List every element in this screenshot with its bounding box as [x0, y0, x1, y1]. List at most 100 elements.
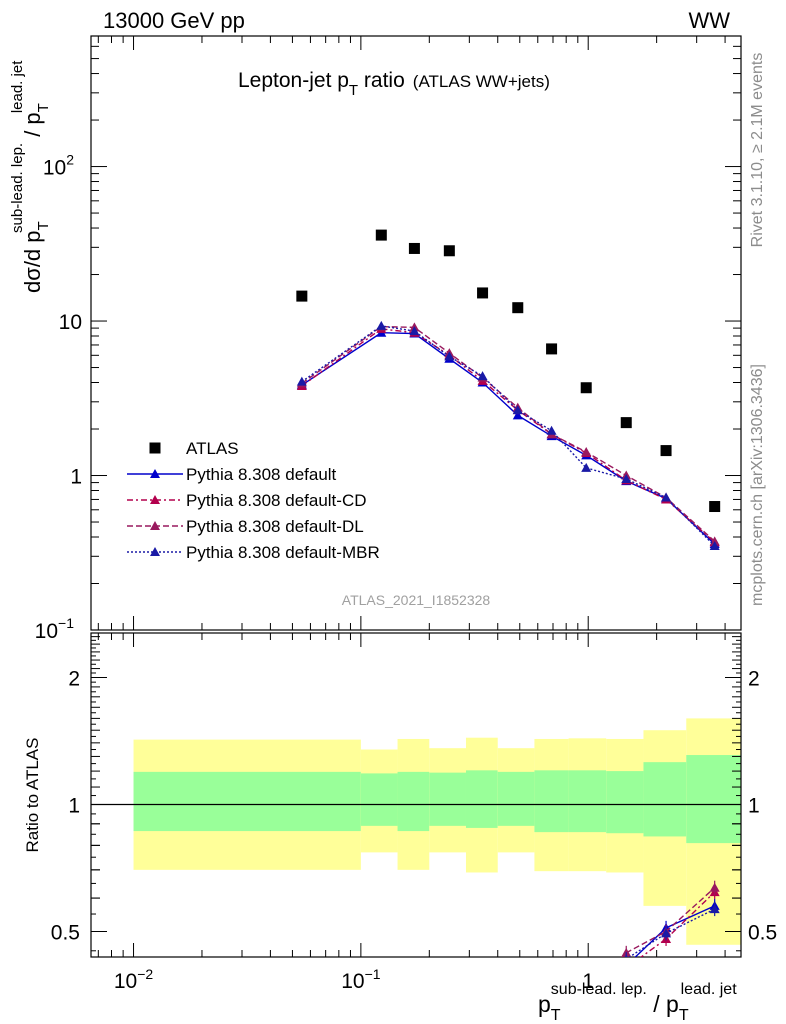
ratio-line	[640, 891, 716, 957]
ratio-mbr	[601, 902, 720, 1024]
ratio-panel-frame	[90, 632, 742, 958]
triangle-marker	[150, 521, 160, 530]
triangle-marker	[150, 547, 160, 556]
legend-label: Pythia 8.308 default-DL	[186, 517, 364, 536]
energy-label: 13000 GeV pp	[103, 8, 245, 33]
x-tick-label: 10−2	[114, 966, 154, 993]
band-inner-segment	[465, 770, 498, 828]
triangle-marker	[376, 320, 387, 330]
triangle-marker	[601, 1020, 611, 1024]
triangle-marker	[296, 376, 307, 386]
triangle-marker	[593, 1020, 603, 1024]
triangle-marker	[621, 963, 631, 972]
band-inner-segment	[643, 762, 687, 837]
triangle-marker	[581, 462, 592, 472]
x-tick-label: 10−1	[341, 966, 381, 993]
ratio-line	[621, 887, 716, 957]
y-tick-label: 10−1	[35, 615, 75, 643]
triangle-marker	[709, 882, 720, 892]
legend: ATLAS Pythia 8.308 default Pythia 8.308 de…	[127, 439, 380, 562]
data-point	[296, 290, 308, 302]
process-label: WW	[688, 8, 730, 33]
y-tick-label: 10	[59, 311, 82, 334]
ratio-y-tick-label-right: 1	[748, 794, 760, 817]
series-data	[296, 229, 721, 513]
legend-entry-cd: Pythia 8.308 default-CD	[127, 491, 367, 510]
data-point	[709, 501, 721, 513]
band-inner-segment	[534, 770, 569, 833]
legend-entry-data: ATLAS	[149, 439, 239, 458]
triangle-marker	[661, 492, 672, 502]
data-point	[546, 343, 558, 355]
triangle-marker	[409, 326, 420, 336]
data-point	[408, 242, 420, 254]
legend-entry-dl: Pythia 8.308 default-DL	[127, 517, 364, 536]
ratio-y-tick-label: 2	[68, 668, 80, 691]
triangle-marker	[583, 1003, 593, 1012]
ratio-y-tick-label: 0.5	[51, 921, 80, 944]
ratio-y-tick-label: 1	[68, 794, 80, 817]
axes: 10−2 10−1 1 10−1 1 10 102 0.5 0.5 1 1 2 2	[35, 35, 777, 993]
ratio-y-tick-label-right: 2	[748, 668, 760, 691]
legend-entry-mbr: Pythia 8.308 default-MBR	[127, 543, 380, 562]
legend-label: Pythia 8.308 default-MBR	[186, 543, 380, 562]
triangle-marker	[621, 473, 632, 483]
triangle-marker	[150, 469, 160, 478]
triangle-marker	[624, 954, 628, 957]
analysis-tag: ATLAS_2021_I1852328	[342, 592, 491, 608]
series-default	[296, 327, 720, 549]
series-cd	[296, 323, 720, 547]
triangle-marker	[709, 540, 720, 550]
band-inner-segment	[568, 770, 607, 833]
data-point	[375, 229, 387, 241]
series-line	[301, 328, 716, 543]
y-tick-label: 1	[70, 466, 82, 489]
series-line	[301, 325, 716, 547]
plot-title: Lepton-jet pT ratio (ATLAS WW+jets)	[238, 69, 550, 99]
data-point	[620, 417, 632, 429]
triangle-marker	[444, 351, 455, 361]
triangle-marker	[150, 495, 160, 504]
ratio-series-clipped	[583, 880, 720, 1024]
band-inner-segment	[429, 772, 466, 826]
legend-label: ATLAS	[186, 439, 239, 458]
legend-entry-default: Pythia 8.308 default	[127, 465, 337, 484]
data-point	[477, 287, 489, 299]
data-point	[443, 245, 455, 257]
band-inner-segment	[397, 771, 430, 832]
rivet-version-label: Rivet 3.1.10, ≥ 2.1M events	[749, 53, 766, 248]
band-inner-segment	[606, 771, 644, 834]
band-inner-segment	[497, 771, 535, 826]
x-axis-label: pTsub-lead. lep. / pTlead. jet	[538, 981, 737, 1024]
legend-label: Pythia 8.308 default	[186, 465, 337, 484]
band-inner-segment	[686, 755, 741, 844]
triangle-marker	[512, 405, 523, 415]
y-axis-label: dσ/d pTsub-lead. lep. / pTlead. jet	[9, 60, 52, 293]
triangle-marker	[546, 425, 557, 435]
mcplots-source-label: mcplots.cern.ch [arXiv:1306.3436]	[749, 364, 766, 606]
triangle-marker	[581, 446, 592, 456]
ratio-y-tick-label-right: 0.5	[748, 921, 777, 944]
triangle-marker	[512, 410, 523, 420]
data-point	[660, 445, 672, 457]
main-series	[296, 229, 721, 550]
legend-marker	[149, 442, 161, 454]
series-dl	[296, 321, 720, 546]
series-line	[301, 332, 716, 545]
triangle-marker	[477, 371, 488, 381]
x-tick-label: 1	[582, 970, 594, 993]
data-point	[580, 382, 592, 394]
series-mbr	[296, 320, 720, 550]
y-tick-label: 102	[43, 152, 74, 180]
data-point	[512, 302, 524, 314]
main-panel-frame	[90, 35, 742, 631]
ratio-uncertainty-bands	[91, 718, 741, 945]
band-inner-segment	[133, 771, 361, 832]
triangle-marker	[661, 928, 672, 938]
triangle-marker	[709, 904, 720, 914]
ratio-line	[628, 908, 715, 957]
ratio-series	[583, 880, 720, 1024]
ratio-axis-label: Ratio to ATLAS	[23, 738, 42, 853]
legend-label: Pythia 8.308 default-CD	[186, 491, 367, 510]
